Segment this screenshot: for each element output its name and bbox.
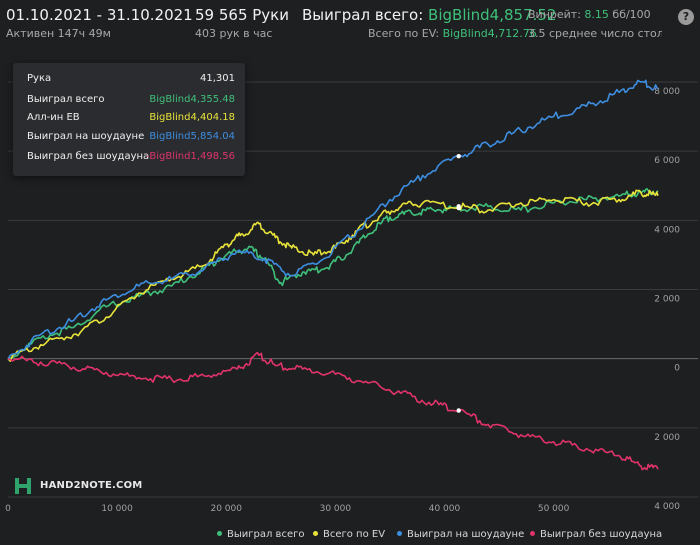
logo-text: HAND2NOTE.COM xyxy=(40,480,143,491)
y-tick-label: 6 000 xyxy=(654,156,680,166)
header: 01.10.2021 - 31.10.2021 Активен 147ч 49м… xyxy=(0,0,700,50)
series-line xyxy=(7,188,659,360)
chart-tooltip: Рука 41,301 Выиграл всего BigBlind4,355.… xyxy=(13,63,245,176)
tooltip-value: -BigBlind1,498.56 xyxy=(146,151,235,162)
x-tick-label: 50 000 xyxy=(538,504,570,514)
tooltip-value: 41,301 xyxy=(200,73,235,84)
winrate: Винрейт: 8.15 бб/100 xyxy=(528,8,651,21)
hover-point xyxy=(456,154,461,159)
tooltip-label: Алл-ин ЕВ xyxy=(27,112,80,123)
tooltip-label: Выиграл на шоудауне xyxy=(27,131,145,142)
hands-count: 59 565 Руки xyxy=(195,6,289,24)
hover-point xyxy=(456,204,461,209)
legend-label: Выиграл без шоудауна xyxy=(540,529,663,540)
y-tick-label: 4 000 xyxy=(654,225,680,235)
y-tick-label: 2 000 xyxy=(654,433,680,443)
x-tick-label: 20 000 xyxy=(210,504,242,514)
x-tick-label: 30 000 xyxy=(320,504,352,514)
question-icon[interactable]: ? xyxy=(678,9,694,25)
tooltip-value: BigBlind4,404.18 xyxy=(149,112,235,123)
y-tick-label: 0 xyxy=(674,364,680,374)
avg-tables: 3.5 среднее число столов xyxy=(528,27,662,40)
y-tick-label: 4 000 xyxy=(654,502,680,512)
tooltip-value: BigBlind5,854.04 xyxy=(149,131,235,142)
date-range[interactable]: 01.10.2021 - 31.10.2021 xyxy=(6,6,193,24)
legend-dot xyxy=(397,530,402,536)
legend-label: Всего по EV xyxy=(323,529,386,540)
tooltip-label: Рука xyxy=(27,73,52,84)
legend-label: Выиграл на шоудауне xyxy=(407,529,525,540)
x-tick-label: 0 xyxy=(5,504,11,514)
y-tick-label: 8 000 xyxy=(654,87,680,97)
legend-item-showdown[interactable]: Выиграл на шоудауне xyxy=(397,529,524,540)
legend-dot xyxy=(530,530,535,536)
series-line xyxy=(7,79,659,360)
y-tick-label: 2 000 xyxy=(654,295,680,305)
legend-item-non-showdown[interactable]: Выиграл без шоудауна xyxy=(530,529,662,540)
legend-item-ev[interactable]: Всего по EV xyxy=(313,529,385,540)
series-line xyxy=(7,189,659,363)
hover-point xyxy=(456,408,461,413)
tooltip-value: BigBlind4,355.48 xyxy=(149,94,235,105)
series-line xyxy=(7,351,659,471)
winrate-label: Винрейт: xyxy=(528,8,581,21)
ev-total-label: Всего по EV: xyxy=(368,27,440,40)
legend-label: Выиграл всего xyxy=(227,529,305,540)
active-time: Активен 147ч 49м xyxy=(6,27,111,40)
legend-dot xyxy=(313,530,318,536)
h2n-logo-icon xyxy=(14,477,34,495)
tooltip-label: Выиграл без шоудауна xyxy=(27,151,150,162)
winrate-value: 8.15 xyxy=(584,8,609,21)
legend-item-won-total[interactable]: Выиграл всего xyxy=(217,529,304,540)
tooltip-label: Выиграл всего xyxy=(27,94,105,105)
won-total-value: BigBlind4,857.52 xyxy=(428,6,557,24)
hands-per-hour: 403 рук в час xyxy=(195,27,273,40)
won-total-label: Выиграл всего: xyxy=(302,6,424,24)
x-tick-label: 40 000 xyxy=(429,504,461,514)
legend-dot xyxy=(217,530,222,536)
x-tick-label: 10 000 xyxy=(101,504,133,514)
won-total: Выиграл всего: BigBlind4,857.52 xyxy=(302,6,556,24)
ev-total: Всего по EV: BigBlind4,712.76 xyxy=(368,27,537,40)
winrate-unit: бб/100 xyxy=(612,8,651,21)
ev-total-value: BigBlind4,712.76 xyxy=(442,27,537,40)
